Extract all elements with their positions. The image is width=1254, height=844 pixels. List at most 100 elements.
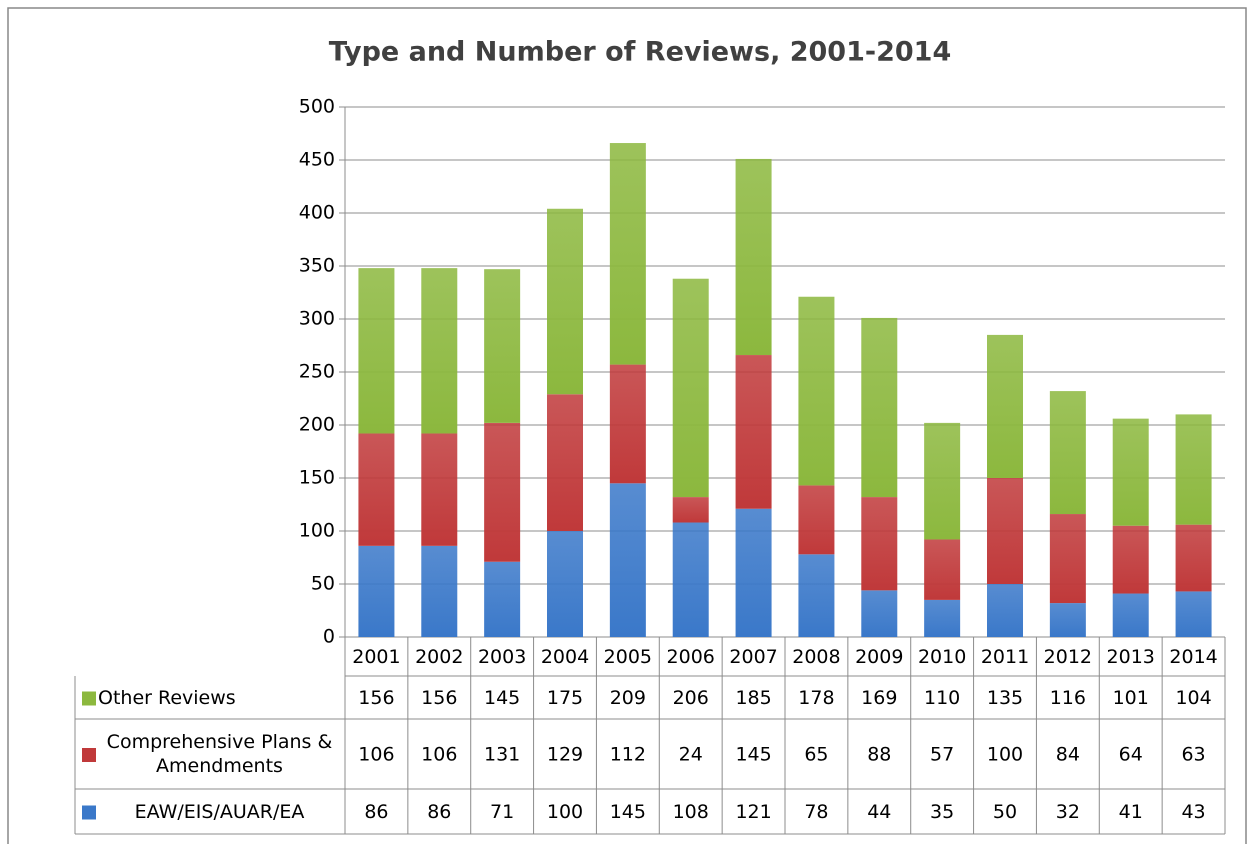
y-tick-label: 450 [299,149,335,171]
bar-segment [547,394,583,531]
table-value: 100 [987,744,1023,766]
table-value: 65 [804,744,828,766]
bar-segment [798,554,835,637]
bar-segment [987,478,1023,584]
table-value: 78 [804,801,828,823]
table-value: 88 [867,744,891,766]
bar-segment [1112,418,1149,526]
y-tick-label: 500 [299,96,335,118]
table-value: 129 [547,744,583,766]
legend-swatch [82,805,96,820]
table-value: 32 [1056,801,1080,823]
table-value: 206 [673,687,709,709]
legend-swatch [82,691,96,706]
x-tick-label: 2002 [415,646,463,668]
table-value: 185 [735,687,771,709]
bar-segment [1112,593,1149,637]
bar-segment [1175,414,1212,525]
bar-segment [987,584,1023,637]
x-tick-label: 2014 [1169,646,1217,668]
bar-segment [1049,391,1086,515]
bar-segment [924,422,961,540]
y-tick-label: 0 [323,626,335,648]
table-value: 178 [798,687,834,709]
table-value: 156 [421,687,457,709]
bar-segment [1175,524,1212,592]
table-value: 86 [427,801,451,823]
bar-segment [924,539,961,600]
legend-text: Comprehensive Plans & Amendments [106,731,333,777]
legend-label: EAW/EIS/AUAR/EA [134,800,305,823]
legend-text: EAW/EIS/AUAR/EA [134,800,305,823]
bar-segment [861,497,898,591]
table-value: 64 [1119,744,1143,766]
chart-border [7,7,1247,844]
y-tick-label: 100 [299,520,335,542]
legend-swatch [82,748,96,762]
table-value: 84 [1056,744,1080,766]
bar-segment [484,561,521,637]
x-tick-label: 2003 [478,646,526,668]
table-value: 131 [484,744,520,766]
x-tick-label: 2011 [981,646,1029,668]
table-value: 50 [993,801,1017,823]
x-tick-label: 2012 [1044,646,1092,668]
bar-segment [609,364,646,484]
table-value: 116 [1050,687,1086,709]
legend-label: Comprehensive Plans & Amendments [106,731,333,777]
bar-segment [798,485,835,555]
bar-segment [861,590,898,637]
table-value: 43 [1181,801,1205,823]
bar-segment [421,545,458,637]
bar-segment [924,599,961,637]
table-value: 63 [1181,744,1205,766]
x-tick-label: 2005 [604,646,652,668]
chart-title: Type and Number of Reviews, 2001-2014 [329,37,951,68]
x-tick-label: 2013 [1107,646,1155,668]
x-tick-label: 2006 [667,646,715,668]
table-value: 41 [1119,801,1143,823]
y-tick-label: 400 [299,202,335,224]
bar-segment [609,483,646,637]
table-value: 145 [610,801,646,823]
table-value: 71 [490,801,514,823]
y-tick-label: 300 [299,308,335,330]
legend-text: Other Reviews [98,686,236,709]
table-value: 35 [930,801,954,823]
bar-segment [609,143,646,365]
y-tick-label: 200 [299,414,335,436]
x-tick-label: 2008 [792,646,840,668]
table-value: 110 [924,687,960,709]
table-value: 106 [421,744,457,766]
table-value: 86 [364,801,388,823]
bar-segment [358,433,395,546]
x-tick-label: 2004 [541,646,589,668]
bar-segment [358,268,395,434]
bar-segment [1049,603,1086,637]
bar-segment [672,278,709,498]
bar-segment [735,355,772,509]
table-value: 121 [735,801,771,823]
table-value: 209 [610,687,646,709]
x-tick-label: 2001 [352,646,400,668]
table-value: 100 [547,801,583,823]
legend-label: Other Reviews [98,686,236,709]
table-value: 106 [358,744,394,766]
y-tick-label: 250 [299,361,335,383]
bar-segment [358,545,395,637]
table-value: 24 [679,744,703,766]
bar-segment [861,317,898,498]
x-tick-label: 2007 [729,646,777,668]
x-tick-label: 2010 [918,646,966,668]
bar-segment [672,497,709,523]
bar-segment [421,433,458,546]
bar-segment [484,269,521,423]
bar-segment [1175,591,1212,637]
bar-segment [1049,514,1086,604]
bar-segment [672,522,709,637]
bar-segment [484,422,521,562]
bar-segment [1112,525,1149,594]
table-value: 57 [930,744,954,766]
y-tick-label: 50 [311,573,335,595]
